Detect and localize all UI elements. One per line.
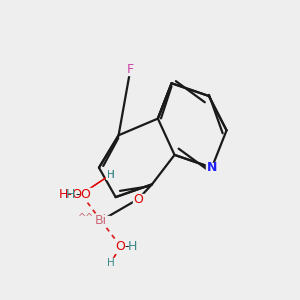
Bar bbox=[125, 64, 136, 75]
Text: N: N bbox=[207, 161, 217, 174]
Bar bbox=[133, 194, 144, 204]
Bar bbox=[92, 215, 110, 226]
Text: H: H bbox=[107, 169, 115, 179]
Text: -: - bbox=[125, 240, 129, 253]
Text: H: H bbox=[128, 240, 138, 253]
Bar bbox=[115, 240, 135, 253]
Text: -: - bbox=[76, 188, 80, 201]
Bar bbox=[106, 170, 115, 179]
Text: O: O bbox=[116, 240, 125, 253]
Text: O: O bbox=[133, 193, 143, 206]
Bar bbox=[106, 259, 115, 267]
Text: O: O bbox=[80, 188, 90, 201]
Text: H: H bbox=[107, 169, 115, 179]
Text: ^^: ^^ bbox=[77, 213, 94, 223]
Text: H: H bbox=[65, 188, 75, 201]
Text: H-O: H-O bbox=[58, 188, 83, 201]
Text: H: H bbox=[107, 258, 115, 268]
Bar bbox=[206, 163, 217, 173]
Text: Bi: Bi bbox=[95, 214, 107, 227]
Bar bbox=[61, 188, 90, 201]
Text: F: F bbox=[127, 63, 134, 76]
Bar bbox=[67, 188, 96, 200]
